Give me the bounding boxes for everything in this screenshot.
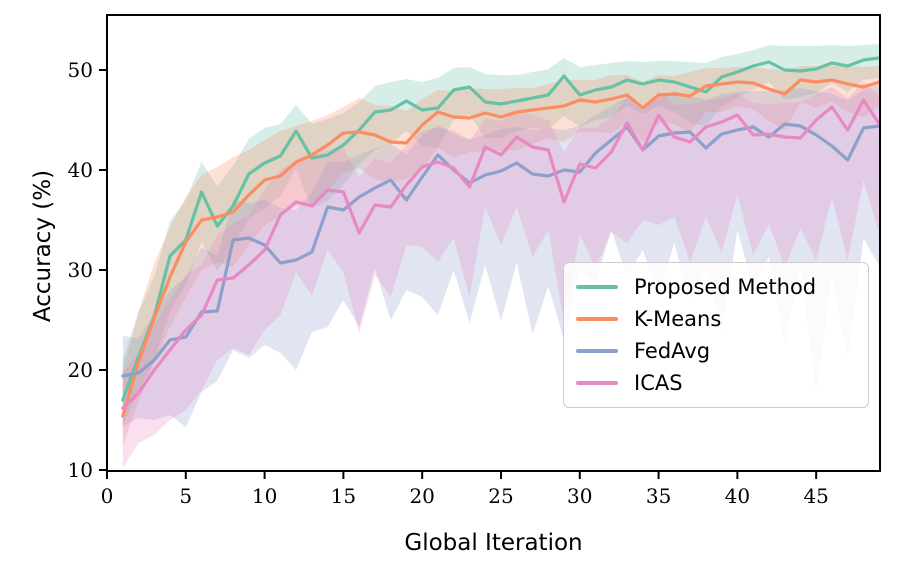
legend-swatch-proposed-method — [576, 285, 618, 289]
line-icas — [121, 98, 880, 410]
axes-box — [106, 14, 881, 472]
legend-entry-proposed-method: Proposed Method — [576, 273, 856, 301]
confidence-band-fedavg — [122, 84, 880, 427]
confidence-band-icas — [122, 82, 880, 468]
legend-entry-fedavg: FedAvg — [576, 337, 856, 365]
legend-swatch-kmeans — [576, 317, 618, 321]
confidence-band-proposed-method — [122, 44, 880, 425]
y-tick-label: 50 — [68, 58, 93, 82]
y-axis-label: Accuracy (%) — [30, 169, 56, 323]
legend-entry-kmeans: K-Means — [576, 305, 856, 333]
y-tick-label: 20 — [68, 358, 93, 382]
x-tick-label: 5 — [179, 484, 192, 508]
y-tick-label: 30 — [68, 258, 93, 282]
legend-swatch-icas — [576, 381, 618, 385]
legend-label: ICAS — [634, 370, 683, 395]
line-fedavg — [121, 122, 880, 378]
x-axis-label: Global Iteration — [404, 530, 583, 556]
line-proposed-method — [121, 56, 880, 402]
x-tick-label: 45 — [803, 484, 828, 508]
x-tick-label: 0 — [101, 484, 114, 508]
legend-label: FedAvg — [634, 338, 711, 363]
y-tick-label: 40 — [68, 158, 93, 182]
x-tick-label: 25 — [488, 484, 513, 508]
legend-label: Proposed Method — [634, 274, 817, 299]
x-tick-label: 40 — [725, 484, 750, 508]
legend-swatch-fedavg — [576, 349, 618, 353]
x-tick-label: 20 — [409, 484, 434, 508]
x-tick-label: 10 — [252, 484, 277, 508]
x-tick-label: 15 — [331, 484, 356, 508]
line-k-means — [121, 78, 880, 418]
confidence-band-k-means — [122, 66, 880, 446]
legend-label: K-Means — [634, 306, 722, 331]
x-tick-label: 35 — [646, 484, 671, 508]
y-tick-label: 10 — [68, 458, 93, 482]
legend: Proposed Method K-Means FedAvg ICAS — [563, 262, 869, 408]
legend-entry-icas: ICAS — [576, 369, 856, 397]
x-tick-label: 30 — [567, 484, 592, 508]
